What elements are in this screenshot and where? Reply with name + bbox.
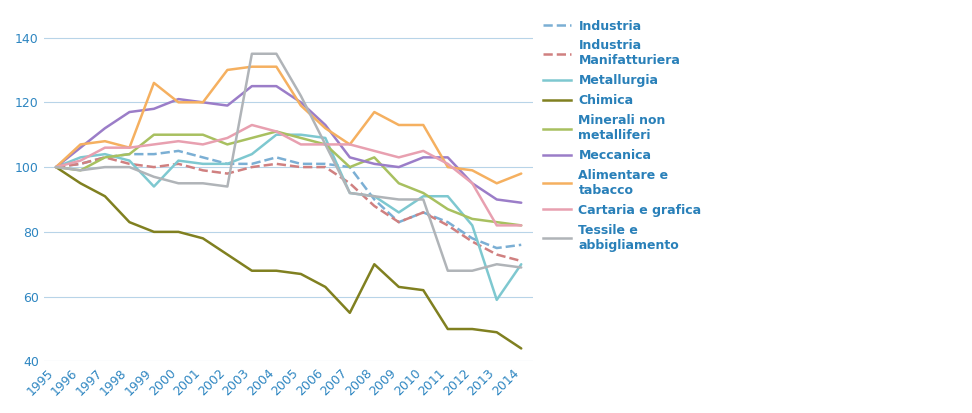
Legend: Industria, Industria
Manifatturiera, Metallurgia, Chimica, Minerali non
metallif: Industria, Industria Manifatturiera, Met…	[538, 14, 707, 256]
